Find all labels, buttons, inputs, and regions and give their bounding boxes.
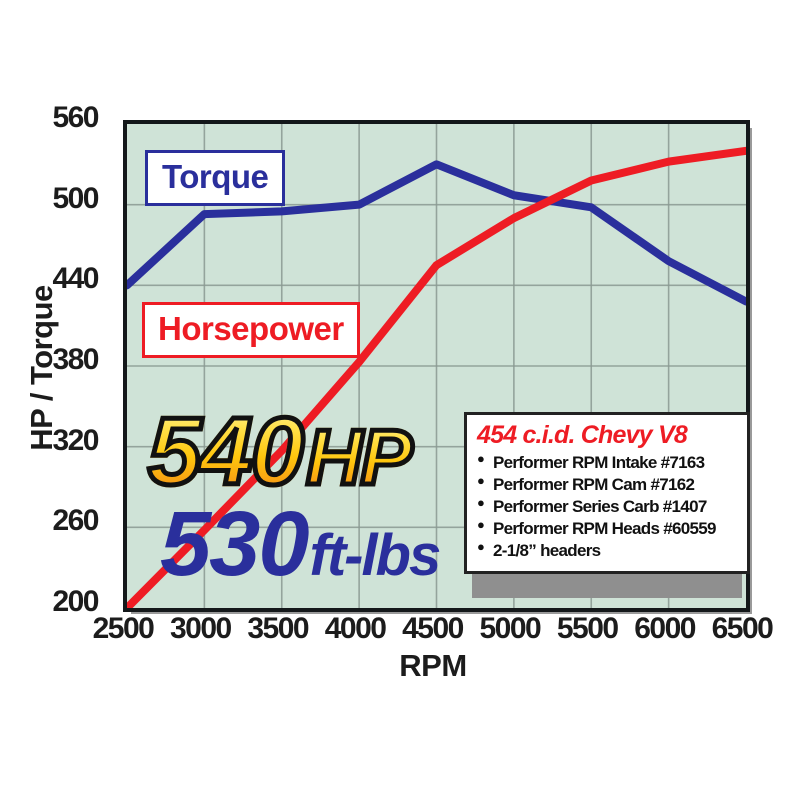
x-tick-label: 2500 bbox=[92, 612, 155, 645]
callout-hp-value: 540 bbox=[145, 398, 306, 505]
y-tick-label: 500 bbox=[52, 181, 99, 215]
y-tick-label: 200 bbox=[52, 585, 99, 618]
x-tick-label: 5500 bbox=[556, 612, 619, 645]
series-line-torque bbox=[127, 160, 746, 306]
x-tick-label: 3000 bbox=[170, 612, 232, 645]
series-line-horsepower bbox=[127, 146, 746, 608]
legend-horsepower: Horsepower bbox=[142, 302, 360, 358]
spec-list-item: Performer RPM Heads #60559 bbox=[477, 517, 739, 540]
y-tick-label: 260 bbox=[52, 504, 99, 538]
y-tick-label: 440 bbox=[52, 262, 99, 296]
x-tick-label: 4000 bbox=[324, 612, 387, 645]
spec-box-title: 454 c.i.d. Chevy V8 bbox=[477, 421, 688, 449]
callout-hp-unit: HP bbox=[304, 413, 415, 501]
x-tick-label: 6000 bbox=[634, 612, 696, 645]
x-tick-label: 6500 bbox=[711, 612, 774, 645]
callout-horsepower: 540HP bbox=[145, 401, 415, 502]
callout-torque-value: 530 bbox=[160, 493, 309, 595]
y-tick-label: 380 bbox=[52, 343, 99, 376]
spec-list-item: Performer RPM Cam #7162 bbox=[477, 473, 739, 496]
spec-list-item: Performer RPM Intake #7163 bbox=[477, 451, 739, 474]
x-tick-label: 4500 bbox=[402, 612, 464, 645]
x-tick-label: 3500 bbox=[247, 612, 309, 645]
callout-torque: 530ft-lbs bbox=[160, 498, 442, 590]
x-tick-label: 5000 bbox=[479, 612, 542, 645]
spec-list-item: Performer Series Carb #1407 bbox=[477, 495, 739, 518]
spec-box: 454 c.i.d. Chevy V8 Performer RPM Intake… bbox=[464, 412, 750, 575]
spec-box-list: Performer RPM Intake #7163Performer RPM … bbox=[477, 451, 739, 562]
plot-svg bbox=[127, 124, 746, 608]
y-tick-label: 560 bbox=[52, 101, 99, 134]
y-tick-label: 320 bbox=[52, 423, 99, 457]
x-axis-title: RPM bbox=[399, 648, 467, 683]
legend-torque: Torque bbox=[145, 150, 286, 206]
spec-list-item: 2-1/8” headers bbox=[477, 539, 739, 562]
callout-torque-unit: ft-lbs bbox=[309, 523, 442, 588]
